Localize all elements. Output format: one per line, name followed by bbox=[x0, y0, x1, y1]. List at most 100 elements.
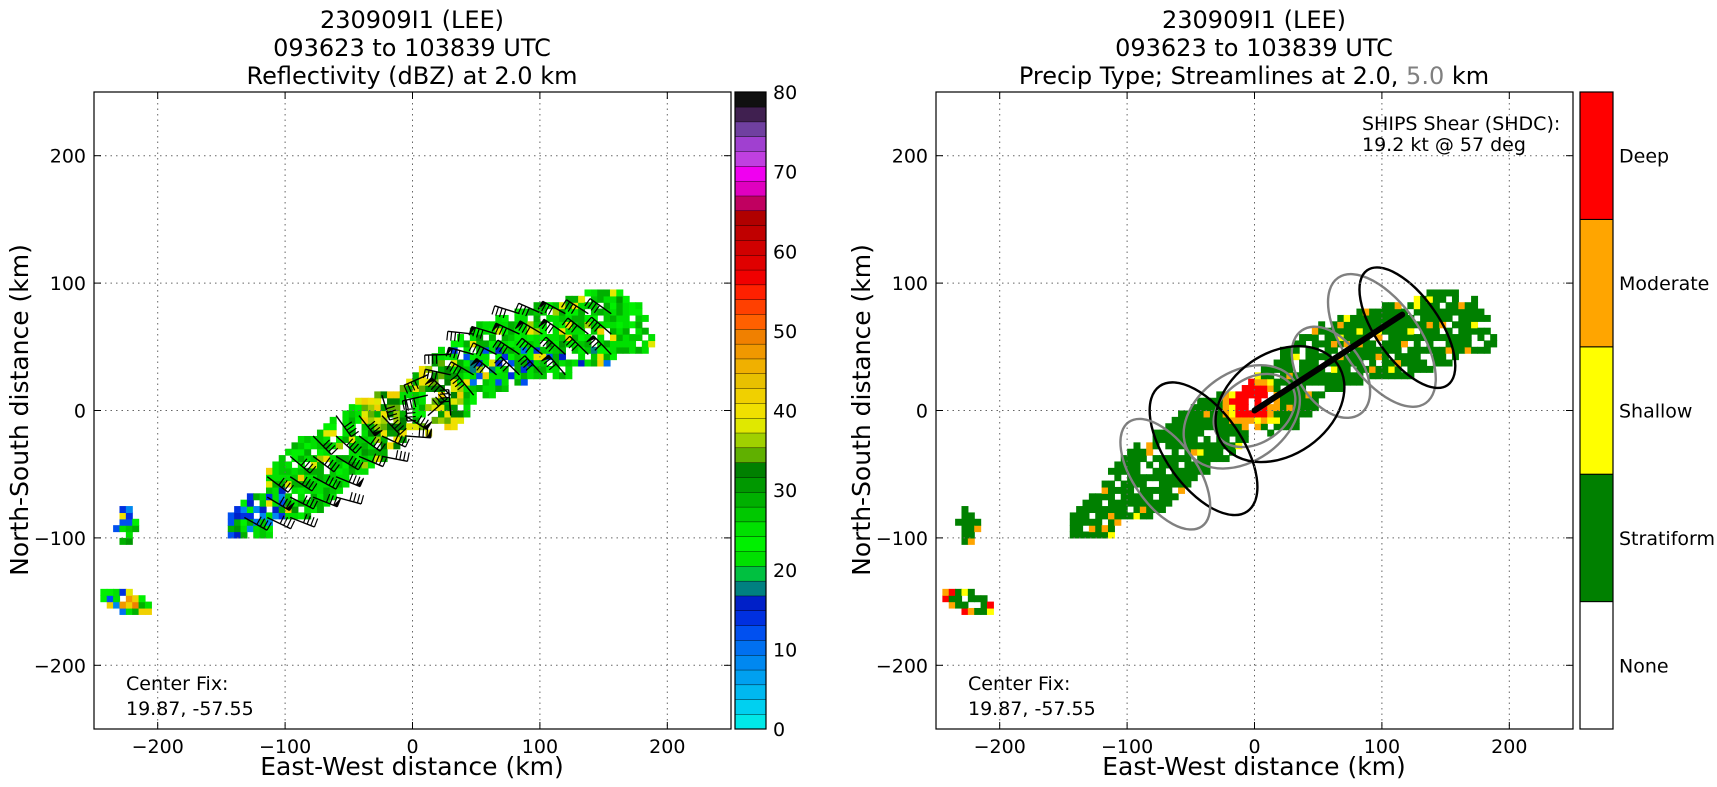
reflectivity-cell bbox=[450, 365, 458, 373]
reflectivity-cell bbox=[495, 314, 503, 322]
precip-cell bbox=[1146, 461, 1154, 469]
precip-cell bbox=[942, 595, 950, 603]
precip-cell bbox=[1133, 480, 1141, 488]
precip-cell bbox=[1107, 531, 1115, 539]
reflectivity-cell bbox=[272, 467, 280, 475]
reflectivity-cell bbox=[609, 314, 617, 322]
reflectivity-cell bbox=[463, 359, 471, 367]
precip-cell bbox=[1235, 391, 1243, 399]
precip-cell bbox=[1184, 455, 1192, 463]
reflectivity-cell bbox=[113, 601, 121, 609]
wind-barb bbox=[335, 455, 364, 471]
precip-cell bbox=[1477, 346, 1485, 354]
precip-cell bbox=[967, 537, 975, 545]
precip-cell bbox=[1171, 429, 1179, 437]
precip-cell bbox=[1337, 378, 1345, 386]
reflectivity-cell bbox=[565, 321, 573, 329]
precip-cell bbox=[1088, 518, 1096, 526]
precip-cell bbox=[1413, 346, 1421, 354]
precip-cell bbox=[1311, 353, 1319, 361]
wind-barb bbox=[381, 450, 410, 463]
reflectivity-cell bbox=[584, 302, 592, 310]
precip-cell bbox=[1222, 416, 1230, 424]
reflectivity-cell bbox=[355, 416, 363, 424]
reflectivity-cell bbox=[291, 512, 299, 520]
reflectivity-cell bbox=[571, 327, 579, 335]
wind-barb bbox=[381, 395, 399, 421]
reflectivity-cell bbox=[578, 359, 586, 367]
colorbar-tick-label: 60 bbox=[773, 241, 797, 263]
reflectivity-cell bbox=[603, 359, 611, 367]
reflectivity-cell bbox=[533, 308, 541, 316]
precip-cell bbox=[1254, 397, 1262, 405]
reflectivity-cell bbox=[539, 359, 547, 367]
reflectivity-cell bbox=[119, 601, 127, 609]
precip-cell bbox=[1299, 359, 1307, 367]
reflectivity-cell bbox=[641, 346, 649, 354]
right-y-axis-label: North-South distance (km) bbox=[847, 244, 876, 576]
precip-cell bbox=[1260, 410, 1268, 418]
wind-barb bbox=[381, 415, 407, 435]
reflectivity-cell bbox=[304, 442, 312, 450]
precip-cell bbox=[1330, 340, 1338, 348]
wind-barb bbox=[584, 298, 612, 315]
precip-cell bbox=[1471, 321, 1479, 329]
reflectivity-cell bbox=[488, 365, 496, 373]
precip-cell bbox=[1407, 321, 1415, 329]
reflectivity-cell bbox=[272, 486, 280, 494]
precip-cell bbox=[1203, 461, 1211, 469]
reflectivity-cell bbox=[431, 416, 439, 424]
reflectivity-cell bbox=[546, 314, 554, 322]
reflectivity-cell bbox=[259, 493, 267, 501]
reflectivity-cell bbox=[380, 448, 388, 456]
reflectivity-cell bbox=[457, 397, 465, 405]
reflectivity-cell bbox=[113, 595, 121, 603]
precip-cell bbox=[1273, 416, 1281, 424]
reflectivity-cell bbox=[635, 334, 643, 342]
wind-barbs bbox=[243, 298, 612, 531]
reflectivity-cell bbox=[285, 480, 293, 488]
reflectivity-cell bbox=[291, 442, 299, 450]
precip-cell bbox=[1445, 327, 1453, 335]
wind-barb bbox=[468, 342, 497, 357]
reflectivity-cell bbox=[380, 423, 388, 431]
reflectivity-cell bbox=[457, 410, 465, 418]
reflectivity-cell bbox=[559, 327, 566, 335]
left-center-fix-value: 19.87, -57.55 bbox=[126, 698, 254, 720]
reflectivity-cell bbox=[399, 410, 407, 418]
reflectivity-cell bbox=[431, 378, 439, 386]
precip-cell bbox=[1114, 499, 1122, 507]
precip-cell bbox=[1356, 308, 1364, 316]
precip-cell bbox=[1229, 397, 1236, 405]
reflectivity-cell bbox=[463, 391, 471, 399]
precip-cell bbox=[1203, 442, 1211, 450]
reflectivity-cell bbox=[412, 423, 420, 431]
colorbar-swatch bbox=[734, 328, 767, 345]
precip-cell bbox=[1330, 359, 1338, 367]
precip-cell bbox=[1095, 506, 1103, 514]
precip-cell bbox=[1426, 327, 1434, 335]
reflectivity-cell bbox=[476, 321, 484, 329]
precip-cell bbox=[1107, 499, 1115, 507]
precip-cell bbox=[1464, 308, 1472, 316]
reflectivity-cell bbox=[450, 404, 458, 412]
precip-cell bbox=[1337, 321, 1345, 329]
reflectivity-cell bbox=[367, 455, 375, 463]
reflectivity-cell bbox=[622, 295, 630, 303]
precip-cell bbox=[1235, 435, 1243, 443]
reflectivity-cell bbox=[533, 314, 541, 322]
precip-cell bbox=[1356, 334, 1364, 342]
reflectivity-cell bbox=[641, 314, 649, 322]
reflectivity-cell bbox=[463, 353, 471, 361]
reflectivity-cell bbox=[329, 461, 337, 469]
precip-cell bbox=[1107, 506, 1115, 514]
precip-cell bbox=[1471, 308, 1479, 316]
reflectivity-cell bbox=[622, 302, 630, 310]
precip-cell bbox=[1152, 467, 1160, 475]
reflectivity-cell bbox=[463, 378, 471, 386]
reflectivity-cell bbox=[316, 499, 324, 507]
reflectivity-cell bbox=[374, 397, 382, 405]
reflectivity-cell bbox=[323, 429, 331, 437]
reflectivity-cell bbox=[552, 308, 560, 316]
precip-cell bbox=[1432, 327, 1440, 335]
